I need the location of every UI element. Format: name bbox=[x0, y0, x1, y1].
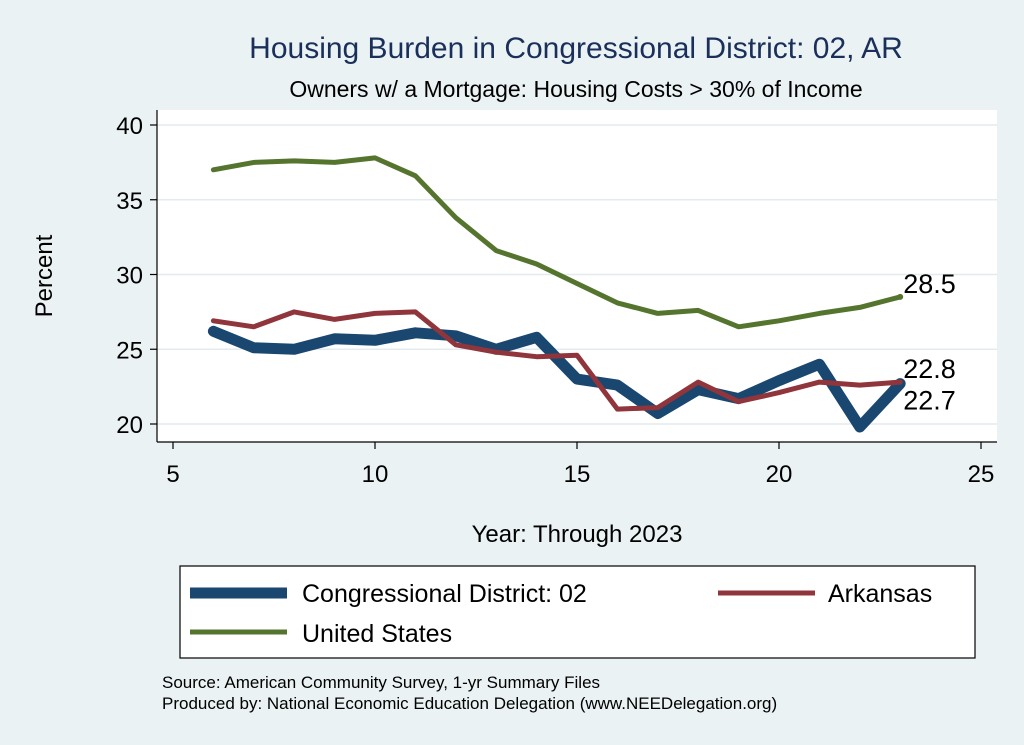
y-tick-label: 30 bbox=[116, 263, 143, 290]
y-tick-label: 40 bbox=[116, 113, 143, 140]
end-label-district: 22.7 bbox=[903, 386, 956, 416]
series-line-arkansas bbox=[210, 309, 903, 412]
end-label-united-states: 28.5 bbox=[903, 269, 956, 299]
y-tick-label: 20 bbox=[116, 412, 143, 439]
x-axis-label: Year: Through 2023 bbox=[472, 521, 683, 548]
legend-item-united-states: United States bbox=[190, 620, 452, 648]
series-lines bbox=[207, 155, 906, 433]
y-tick-label: 35 bbox=[116, 188, 143, 215]
y-tick-label: 25 bbox=[116, 337, 143, 364]
series-line-united-states bbox=[210, 155, 903, 330]
y-axis-label: Percent bbox=[31, 234, 58, 317]
end-label-arkansas: 22.8 bbox=[903, 354, 956, 384]
legend-item-district: Congressional District: 02 bbox=[190, 580, 587, 608]
x-tick-label: 25 bbox=[968, 461, 995, 488]
end-labels: 22.722.8 28.5 bbox=[897, 269, 956, 416]
producer-note: Produced by: National Economic Education… bbox=[162, 694, 777, 713]
end-point-united-states bbox=[897, 293, 904, 300]
legend-box bbox=[179, 565, 976, 659]
chart-subtitle: Owners w/ a Mortgage: Housing Costs > 30… bbox=[289, 76, 862, 102]
legend-label-district: Congressional District: 02 bbox=[302, 580, 587, 608]
legend-label-arkansas: Arkansas bbox=[828, 580, 932, 608]
x-axis-ticks: 5 10 15 20 25 bbox=[166, 442, 994, 488]
legend-item-arkansas: Arkansas bbox=[718, 580, 932, 608]
source-note: Source: American Community Survey, 1-yr … bbox=[162, 673, 600, 692]
x-tick-label: 15 bbox=[564, 461, 591, 488]
x-tick-label: 5 bbox=[166, 461, 179, 488]
legend-label-united-states: United States bbox=[302, 620, 452, 648]
x-tick-label: 20 bbox=[766, 461, 793, 488]
x-tick-label: 10 bbox=[362, 461, 389, 488]
chart-title: Housing Burden in Congressional District… bbox=[249, 32, 903, 65]
y-axis-ticks: 20 25 30 35 40 bbox=[116, 113, 157, 439]
